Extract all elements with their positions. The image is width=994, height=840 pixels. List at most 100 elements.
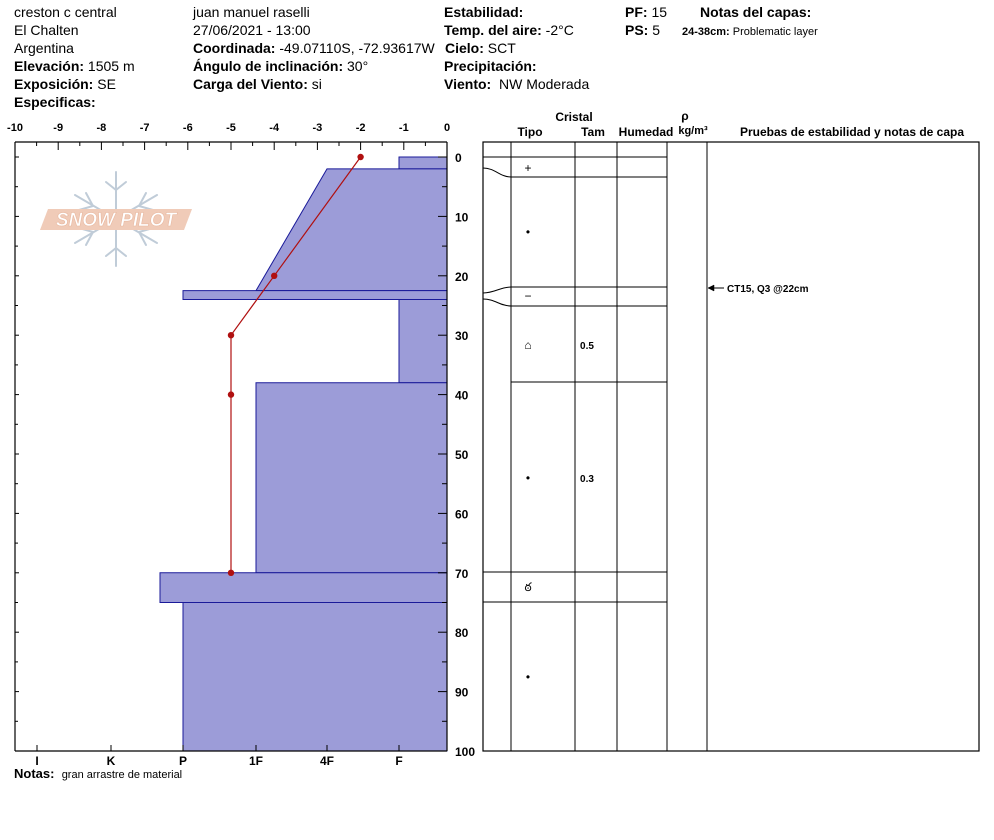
snowpilot-logo: SNOW PILOT <box>40 171 192 267</box>
hardness-layer <box>182 602 448 752</box>
pf-value: 15 <box>651 4 668 20</box>
hardness-tick-label: 1F <box>249 754 263 768</box>
hardness-tick-label: F <box>395 754 402 768</box>
ps-value: 5 <box>652 22 661 38</box>
hardness-tick-label: K <box>107 754 116 768</box>
size-header: Tam <box>581 125 605 139</box>
wind-load-value: si <box>311 76 322 92</box>
sky-value: SCT <box>487 40 516 56</box>
layer-connector <box>482 167 512 178</box>
temp-tick-label: -8 <box>97 122 107 134</box>
slope-value: 30° <box>347 58 369 74</box>
depth-tick-label: 40 <box>455 389 469 403</box>
notes-value: gran arrastre de material <box>61 769 183 781</box>
aspect-label: Exposición: <box>14 76 94 92</box>
depth-tick-label: 70 <box>455 567 469 581</box>
hardness-layer <box>398 299 448 384</box>
wind-row: Viento: NW Moderada <box>444 76 589 92</box>
area-name: El Chalten <box>14 22 79 38</box>
hardness-layer <box>255 168 448 292</box>
type-header: Tipo <box>517 125 542 139</box>
depth-tick-label: 80 <box>455 626 469 640</box>
ps-label: PS: <box>625 22 649 38</box>
grain-type-symbol: ⌂ <box>524 338 531 352</box>
hardness-layer <box>255 382 448 574</box>
country-name: Argentina <box>14 40 74 56</box>
observer-name: juan manuel raselli <box>193 4 310 20</box>
elevation-row: Elevación: 1505 m <box>14 58 135 74</box>
location-name: creston c central <box>14 4 117 20</box>
notes-row: Notas: gran arrastre de material <box>14 766 182 783</box>
temp-tick-label: 0 <box>444 122 450 134</box>
hardness-layer <box>398 156 448 170</box>
temp-tick-label: -2 <box>356 122 366 134</box>
table-frame <box>482 141 980 752</box>
grain-type-symbol: + <box>524 161 531 175</box>
observation-datetime: 27/06/2021 - 13:00 <box>193 22 311 38</box>
depth-tick-label: 30 <box>455 329 469 343</box>
temp-tick-label: -9 <box>53 122 63 134</box>
layer-note-text: Problematic layer <box>732 26 818 38</box>
grain-type-symbol: • <box>526 225 530 239</box>
stability-label: Estabilidad: <box>444 4 524 20</box>
layer-connector <box>482 286 512 294</box>
logo-banner <box>40 209 192 230</box>
elevation-value: 1505 m <box>87 58 135 74</box>
elevation-label: Elevación: <box>14 58 85 74</box>
slope-label: Ángulo de inclinación: <box>193 58 344 74</box>
wind-load-row: Carga del Viento: si <box>193 76 322 92</box>
logo-text: SNOW PILOT <box>56 210 178 231</box>
hardness-tick-label: P <box>179 754 187 768</box>
temperature-point <box>227 391 235 398</box>
wind-label: Viento: <box>444 76 492 92</box>
hardness-layer <box>182 290 448 301</box>
grain-type-symbol: − <box>524 289 531 303</box>
layer-notes-label: Notas del capas: <box>700 4 812 20</box>
temperature-point <box>271 272 278 279</box>
temp-tick-label: -6 <box>183 122 193 134</box>
depth-tick-label: 0 <box>455 151 462 165</box>
temperature-point <box>227 569 235 576</box>
grain-type-symbol: • <box>526 670 530 684</box>
layer-note-row: 24-38cm: Problematic layer <box>682 24 818 40</box>
notes-label: Notas: <box>14 766 55 781</box>
air-temp-row: Temp. del aire: -2°C <box>444 22 574 38</box>
temp-tick-label: -7 <box>140 122 150 134</box>
depth-tick-label: 20 <box>455 270 469 284</box>
crystal-header: Cristal <box>555 110 592 124</box>
air-temp-label: Temp. del aire: <box>444 22 542 38</box>
depth-tick-label: 90 <box>455 686 469 700</box>
hardness-tick-label: I <box>35 754 38 768</box>
hardness-tick-label: 4F <box>320 754 334 768</box>
ps-row: PS: 5 <box>625 22 660 38</box>
grain-type-symbol: ఠ <box>524 580 532 594</box>
specifics-label: Especificas: <box>14 94 96 110</box>
density-header-unit: kg/m³ <box>678 125 708 137</box>
grain-type-symbol: • <box>526 471 530 485</box>
density-header-symbol: ρ <box>681 109 688 123</box>
hardness-layer <box>159 572 448 603</box>
precip-label: Precipitación: <box>444 58 537 74</box>
grain-size-value: 0.5 <box>580 341 594 352</box>
wind-value: NW Moderada <box>498 76 590 92</box>
temperature-point <box>357 153 364 161</box>
temp-tick-label: -4 <box>269 122 280 134</box>
temp-tick-label: -1 <box>399 122 409 134</box>
air-temp-value: -2°C <box>545 22 574 38</box>
temp-tick-label: -10 <box>7 122 23 134</box>
temp-tick-label: -3 <box>313 122 323 134</box>
sky-label: Cielo: <box>445 40 484 56</box>
depth-tick-label: 10 <box>455 210 469 224</box>
coordinate-row: Coordinada: -49.07110S, -72.93617W <box>193 40 435 56</box>
depth-tick-label: 100 <box>455 745 475 759</box>
moisture-header: Humedad <box>619 125 674 139</box>
coordinate-value: -49.07110S, -72.93617W <box>279 40 435 56</box>
depth-tick-label: 60 <box>455 507 469 521</box>
test-annotation: CT15, Q3 @22cm <box>727 284 809 295</box>
aspect-row: Exposición: SE <box>14 76 116 92</box>
depth-tick-label: 50 <box>455 448 469 462</box>
temperature-point <box>227 332 235 339</box>
layer-note-range: 24-38cm: <box>682 26 730 38</box>
slope-row: Ángulo de inclinación: 30° <box>193 58 368 74</box>
